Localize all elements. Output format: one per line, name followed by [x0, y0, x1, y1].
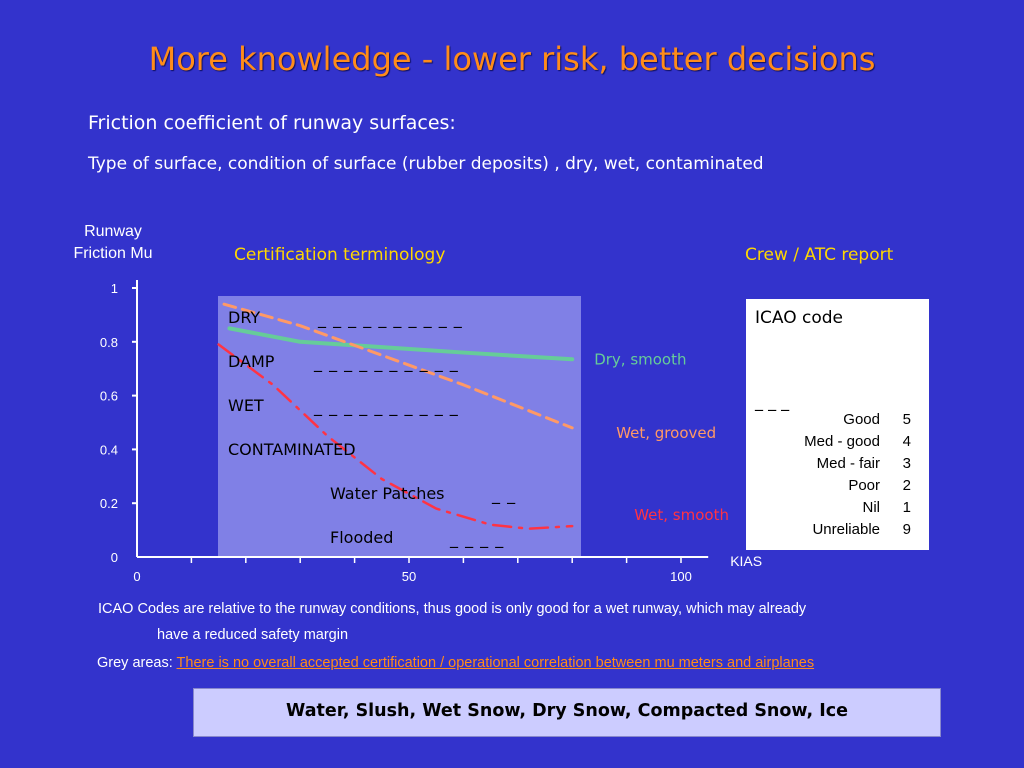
crew-heading: Crew / ATC report — [745, 245, 894, 265]
icao-row-name: Poor — [848, 477, 880, 494]
cert-dashes-wet: _ _ _ _ _ _ _ _ _ _ — [314, 397, 459, 416]
cert-dashes-damp: _ _ _ _ _ _ _ _ _ _ — [314, 353, 459, 372]
cert-dashes-water-patches: _ _ — [492, 485, 517, 504]
icao-row-code: 2 — [902, 477, 911, 494]
icao-row-name: Med - good — [804, 433, 880, 450]
contaminants-banner: Water, Slush, Wet Snow, Dry Snow, Compac… — [193, 688, 941, 737]
icao-row-code: 5 — [902, 411, 911, 428]
cert-label-damp: DAMP — [228, 352, 275, 371]
icao-row-code: 4 — [902, 433, 911, 450]
note-safety-margin: have a reduced safety margin — [157, 627, 349, 643]
cert-label-contaminated: CONTAMINATED — [228, 440, 356, 459]
x-axis-label: KIAS — [730, 553, 762, 569]
icao-row-code: 1 — [902, 499, 911, 516]
icao-row: Poor 2 — [746, 477, 914, 499]
contaminants-text: Water, Slush, Wet Snow, Dry Snow, Compac… — [286, 701, 848, 721]
note-grey-areas: Grey areas: There is no overall accepted… — [97, 655, 814, 671]
icao-row: Good 5 — [746, 411, 914, 433]
icao-row: Nil 1 — [746, 499, 914, 521]
cert-label-wet: WET — [228, 396, 264, 415]
y-axis-label-line1: Runway — [84, 223, 142, 240]
y-tick-label: 0.2 — [100, 496, 118, 511]
series-label: Dry, smooth — [594, 350, 686, 368]
icao-title: ICAO code — [755, 308, 843, 328]
certification-heading: Certification terminology — [234, 245, 446, 265]
icao-row-name: Nil — [862, 499, 881, 516]
icao-dashes: _ _ _ — [755, 392, 790, 411]
icao-row-name: Good — [843, 411, 880, 428]
x-tick-label: 50 — [402, 569, 416, 584]
y-tick-label: 0.4 — [100, 442, 118, 457]
icao-row-name: Med - fair — [816, 455, 880, 472]
slide-title: More knowledge - lower risk, better deci… — [148, 40, 876, 78]
cert-label-water-patches: Water Patches — [330, 484, 445, 503]
y-tick-label: 0 — [111, 550, 118, 565]
series-label: Wet, grooved — [616, 424, 716, 442]
icao-row-code: 9 — [902, 521, 911, 538]
y-axis-label-line2: Friction Mu — [73, 245, 153, 262]
icao-row-code: 3 — [902, 455, 911, 472]
icao-row: Med - fair 3 — [746, 455, 914, 477]
cert-label-flooded: Flooded — [330, 528, 394, 547]
cert-label-dry: DRY — [228, 308, 261, 327]
cert-dashes-dry: _ _ _ _ _ _ _ _ _ _ — [318, 309, 463, 328]
icao-code-box: ICAO code _ _ _ Good 5 Med - good 4 Med … — [746, 299, 929, 550]
icao-row-name: Unreliable — [812, 521, 880, 538]
y-tick-label: 1 — [111, 281, 118, 296]
icao-row: Med - good 4 — [746, 433, 914, 455]
y-tick-label: 0.8 — [100, 335, 118, 350]
icao-row: Unreliable 9 — [746, 521, 914, 543]
series-line-wet-smooth — [217, 343, 574, 531]
series-line-wet-grooved — [222, 302, 574, 430]
x-tick-label: 100 — [670, 569, 692, 584]
series-label: Wet, smooth — [634, 506, 729, 524]
friction-chart: 0 0.2 0.4 0.6 0.8 1 0 50 100 KIAS Dry, smooth Wet,… — [100, 280, 762, 584]
cert-dashes-flooded: _ _ _ _ — [450, 529, 505, 548]
subtitle-surface-types: Type of surface, condition of surface (r… — [88, 154, 764, 174]
series-line-dry-smooth — [227, 326, 575, 362]
grey-areas-label: Grey areas: — [97, 655, 177, 671]
x-tick-label: 0 — [133, 569, 140, 584]
note-icao-relative: ICAO Codes are relative to the runway co… — [98, 601, 807, 617]
subtitle-friction: Friction coefficient of runway surfaces: — [88, 112, 456, 134]
y-tick-label: 0.6 — [100, 389, 118, 404]
grey-areas-highlight: There is no overall accepted certificati… — [176, 655, 815, 671]
